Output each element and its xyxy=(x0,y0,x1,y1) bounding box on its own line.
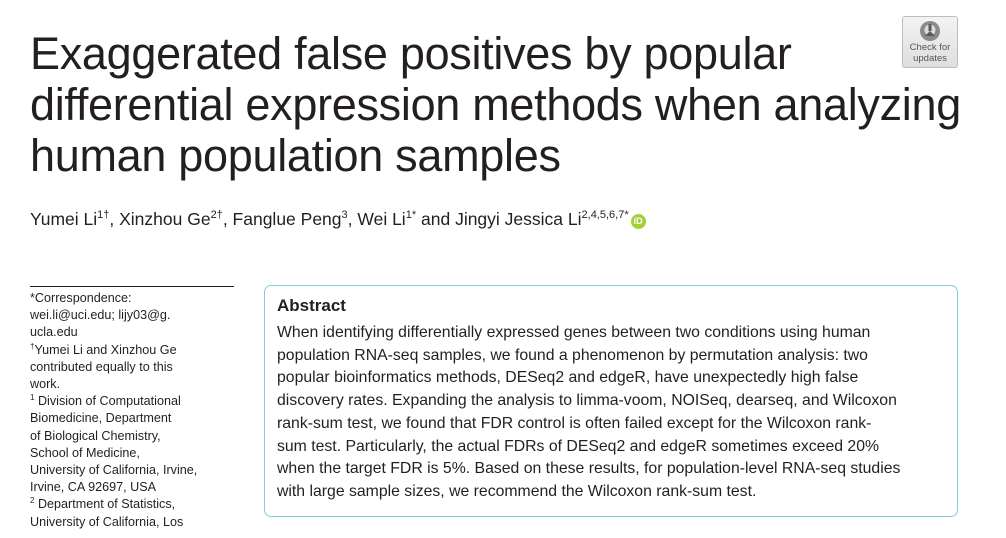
sidebar-line: work. xyxy=(30,377,61,392)
sidebar-divider xyxy=(30,286,234,287)
author-name: Yumei Li xyxy=(30,209,98,229)
author-name: Xinzhou Ge xyxy=(119,209,211,229)
author-affiliation: 2† xyxy=(210,209,223,221)
sidebar-line: University of California, Irvine, xyxy=(30,463,198,478)
sidebar-line: University of California, Los xyxy=(30,514,184,529)
check-for-updates-button[interactable]: Check for updates xyxy=(902,16,958,68)
abstract-box xyxy=(264,285,958,517)
abstract-body: When identifying differentially expresse… xyxy=(277,322,957,504)
abstract-line: with large sample sizes, we recommend th… xyxy=(277,482,757,500)
abstract-line: discovery rates. Expanding the analysis … xyxy=(277,392,897,410)
sidebar-line: Irvine, CA 92697, USA xyxy=(30,480,157,495)
abstract-line: population RNA-seq samples, we found a p… xyxy=(277,346,868,364)
author-list: Yumei Li1†, Xinzhou Ge2†, Fanglue Peng3,… xyxy=(30,207,646,231)
sidebar-line: Biomedicine, Department xyxy=(30,411,172,426)
abstract-line: sum test. Particularly, the actual FDRs … xyxy=(277,437,880,455)
sidebar-line: 1 Division of Computational xyxy=(30,393,236,410)
sidebar-line: of Biological Chemistry, xyxy=(30,428,161,443)
author-affiliation: 1* xyxy=(405,209,417,221)
check-for-updates-icon xyxy=(920,21,940,41)
correspondence-sidebar: *Correspondence: wei.li@uci.edu; lijy03@… xyxy=(30,290,236,531)
dagger-marker: † xyxy=(30,341,35,351)
abstract-line: When identifying differentially expresse… xyxy=(277,324,871,341)
sidebar-line[interactable]: ucla.edu xyxy=(30,325,78,340)
author-affiliation: 1† xyxy=(97,209,110,221)
affiliation-marker: 1 xyxy=(30,393,35,403)
author-affiliation: 2,4,5,6,7* xyxy=(581,209,629,221)
author-connector: and xyxy=(420,209,451,229)
abstract-line: popular bioinformatics methods, DESeq2 a… xyxy=(277,369,859,387)
author-affiliation: 3 xyxy=(341,209,348,221)
abstract-line: when the target FDR is 5%. Based on thes… xyxy=(277,460,901,478)
title-line: differential expression methods when ana… xyxy=(30,79,961,130)
abstract-line: rank-sum test, we found that FDR control… xyxy=(277,414,872,432)
article-title: Exaggerated false positives by popular d… xyxy=(30,28,961,181)
title-line: Exaggerated false positives by popular xyxy=(30,28,792,79)
sidebar-line: *Correspondence: xyxy=(30,291,132,305)
sidebar-line: School of Medicine, xyxy=(30,445,140,460)
badge-label-line2: updates xyxy=(913,53,947,64)
badge-label-line1: Check for xyxy=(909,42,951,53)
sidebar-line: †Yumei Li and Xinzhou Ge xyxy=(30,342,236,359)
sidebar-line[interactable]: wei.li@uci.edu; lijy03@g. xyxy=(30,308,171,323)
equal-contribution-note: Yumei Li and Xinzhou Ge xyxy=(34,342,177,357)
title-line: human population samples xyxy=(30,130,561,181)
affiliation-text: Department of Statistics, xyxy=(37,497,176,512)
author-name: Jingyi Jessica Li xyxy=(455,209,582,229)
affiliation-text: Division of Computational xyxy=(37,394,181,409)
author-name: Wei Li xyxy=(357,209,406,229)
abstract-heading: Abstract xyxy=(277,296,346,315)
sidebar-line: contributed equally to this xyxy=(30,359,173,374)
affiliation-marker: 2 xyxy=(30,496,35,506)
orcid-icon[interactable]: iD xyxy=(630,214,646,229)
sidebar-line: 2 Department of Statistics, xyxy=(30,496,236,513)
author-name: Fanglue Peng xyxy=(232,209,342,229)
